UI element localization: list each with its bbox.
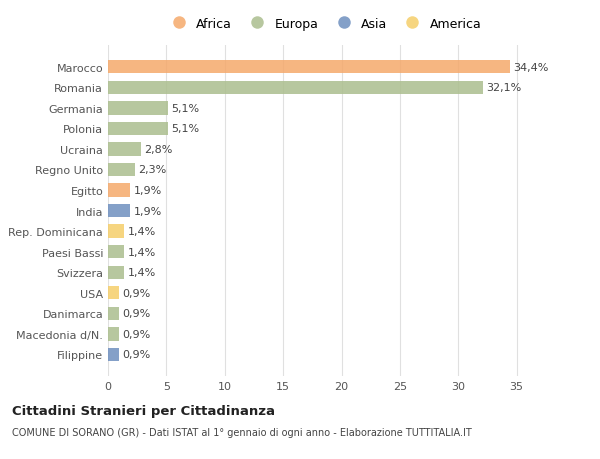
Bar — [108, 328, 119, 341]
Bar — [108, 266, 124, 280]
Text: 2,3%: 2,3% — [139, 165, 167, 175]
Text: 1,4%: 1,4% — [128, 227, 156, 237]
Text: 1,9%: 1,9% — [134, 206, 162, 216]
Bar — [108, 163, 135, 177]
Bar — [108, 286, 119, 300]
Text: 1,4%: 1,4% — [128, 247, 156, 257]
Bar — [108, 204, 130, 218]
Bar — [108, 307, 119, 320]
Text: 0,9%: 0,9% — [122, 350, 150, 360]
Bar — [108, 123, 167, 136]
Legend: Africa, Europa, Asia, America: Africa, Europa, Asia, America — [164, 15, 484, 33]
Text: COMUNE DI SORANO (GR) - Dati ISTAT al 1° gennaio di ogni anno - Elaborazione TUT: COMUNE DI SORANO (GR) - Dati ISTAT al 1°… — [12, 427, 472, 437]
Bar — [108, 61, 509, 74]
Text: 34,4%: 34,4% — [513, 62, 548, 73]
Text: 0,9%: 0,9% — [122, 288, 150, 298]
Text: 5,1%: 5,1% — [171, 104, 199, 113]
Bar — [108, 184, 130, 197]
Text: Cittadini Stranieri per Cittadinanza: Cittadini Stranieri per Cittadinanza — [12, 404, 275, 417]
Text: 2,8%: 2,8% — [144, 145, 173, 155]
Text: 1,4%: 1,4% — [128, 268, 156, 278]
Bar — [108, 225, 124, 238]
Text: 1,9%: 1,9% — [134, 185, 162, 196]
Text: 32,1%: 32,1% — [486, 83, 521, 93]
Bar — [108, 81, 483, 95]
Bar — [108, 102, 167, 115]
Bar — [108, 348, 119, 361]
Text: 0,9%: 0,9% — [122, 329, 150, 339]
Text: 5,1%: 5,1% — [171, 124, 199, 134]
Text: 0,9%: 0,9% — [122, 309, 150, 319]
Bar — [108, 246, 124, 259]
Bar — [108, 143, 140, 156]
